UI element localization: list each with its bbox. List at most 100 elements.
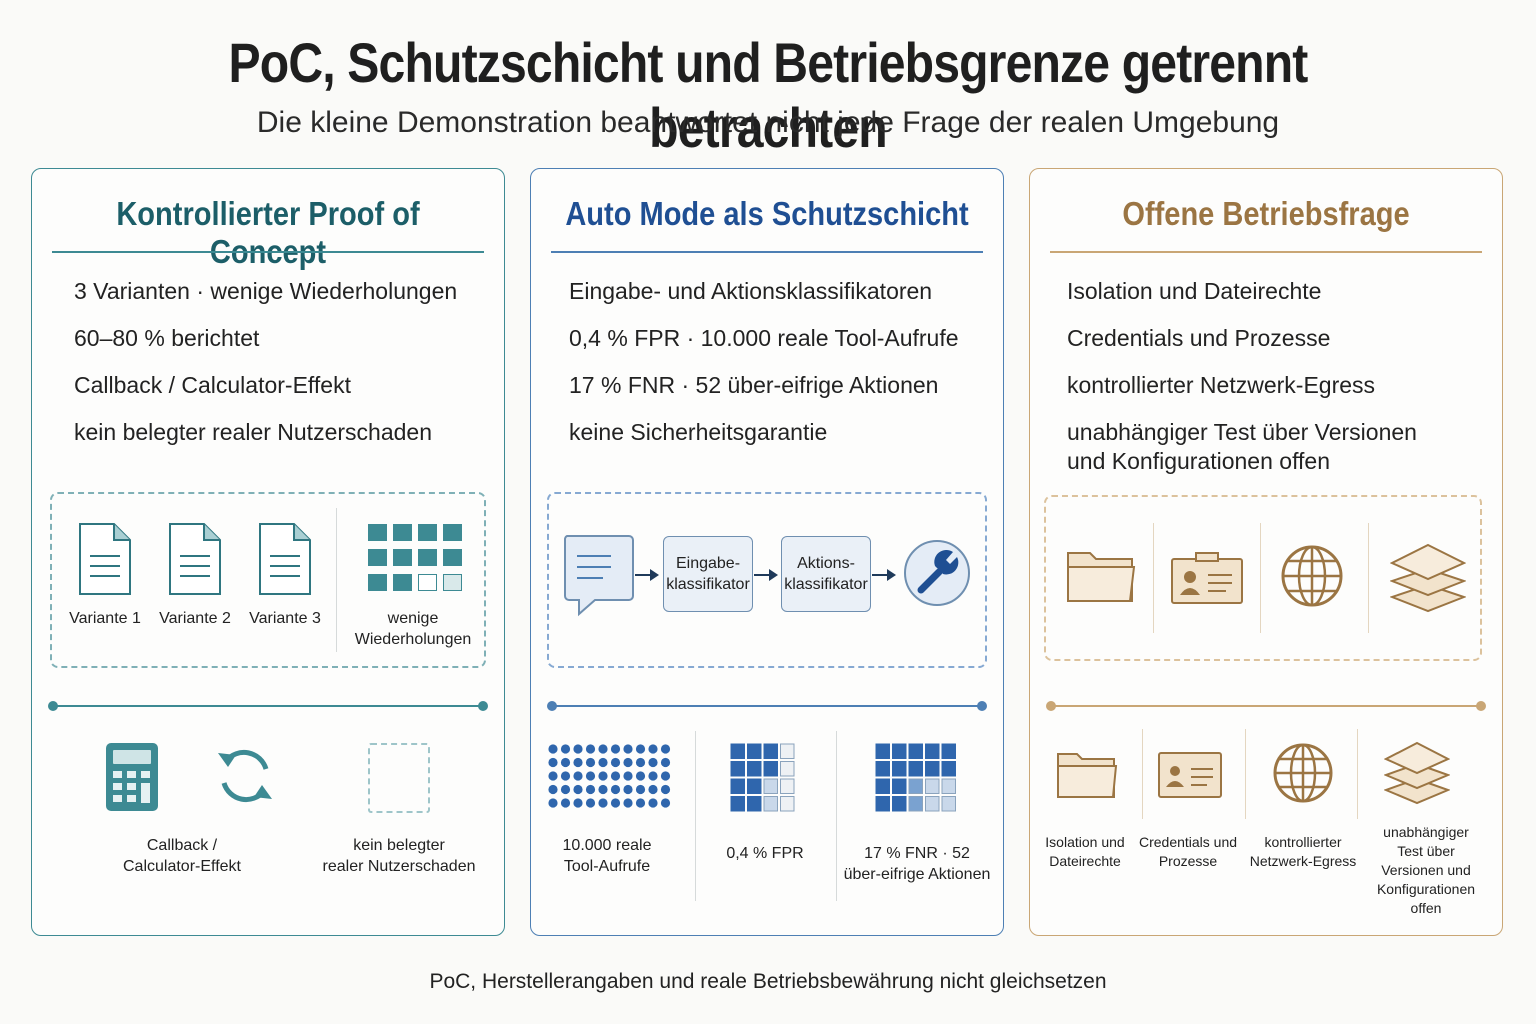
globe-icon bbox=[1281, 545, 1343, 607]
bullet-list: 3 Varianten · wenige Wiederholungen 60–8… bbox=[74, 275, 494, 463]
bullet-list: Isolation und Dateirechte Credentials un… bbox=[1067, 275, 1487, 492]
dot-mark bbox=[610, 744, 621, 754]
dot-mark bbox=[610, 798, 621, 808]
label-line: klassifikator bbox=[784, 576, 868, 593]
refresh-icon bbox=[218, 749, 272, 803]
dot-mark bbox=[548, 784, 558, 795]
label-line: Prozesse bbox=[1158, 853, 1218, 869]
dot-mark bbox=[610, 784, 621, 795]
fpr-label: 0,4 % FPR bbox=[726, 845, 804, 862]
action-classifier-box: Aktions- klassifikator bbox=[781, 536, 871, 612]
dot-mark bbox=[585, 798, 596, 808]
dot-matrix-icon bbox=[548, 744, 671, 808]
globe-icon bbox=[1273, 743, 1333, 803]
dot-divider bbox=[48, 701, 488, 711]
dot-mark bbox=[585, 784, 596, 795]
dot-mark bbox=[660, 784, 671, 795]
document-icon bbox=[79, 523, 131, 595]
variant-label: Variante 2 bbox=[159, 610, 231, 627]
divider bbox=[1368, 523, 1369, 633]
label-line: kein belegter bbox=[353, 837, 445, 854]
label-line: Credentials und bbox=[1138, 834, 1238, 850]
grid-cell bbox=[925, 761, 940, 777]
grid-cell bbox=[941, 796, 956, 812]
page-title: PoC, Schutzschicht und Betriebsgrenze ge… bbox=[228, 31, 1309, 159]
flow-arrow bbox=[754, 569, 778, 581]
dot-mark bbox=[623, 757, 633, 768]
dot-mark bbox=[560, 771, 571, 781]
grid-cell bbox=[730, 743, 745, 759]
bullet-item: keine Sicherheitsgarantie bbox=[569, 419, 828, 445]
dot-mark bbox=[610, 757, 621, 768]
dot-mark bbox=[623, 798, 633, 808]
dot-mark bbox=[548, 771, 558, 781]
grid-cell bbox=[747, 743, 762, 759]
grid-cell bbox=[941, 761, 956, 777]
grid-cell bbox=[730, 796, 745, 812]
flow-arrow bbox=[872, 569, 896, 581]
dot-mark bbox=[598, 744, 608, 754]
grid-cell bbox=[908, 796, 923, 812]
fnr-label: 17 % FNR · 52 über-eifrige Aktionen bbox=[837, 843, 997, 885]
bullet-item: Isolation und Dateirechte bbox=[1067, 278, 1322, 304]
grid-cell bbox=[763, 778, 778, 794]
grid-cell bbox=[875, 796, 890, 812]
grid-cell bbox=[780, 743, 795, 759]
dot-mark bbox=[635, 798, 646, 808]
bullet-item: 17 % FNR · 52 über-eifrige Aktionen bbox=[569, 372, 939, 398]
dot-mark bbox=[573, 771, 583, 781]
title-divider bbox=[52, 251, 484, 253]
label-line: Calculator-Effekt bbox=[123, 858, 241, 875]
dot-mark bbox=[635, 784, 646, 795]
folder-icon bbox=[1067, 552, 1136, 602]
dot-mark bbox=[585, 757, 596, 768]
label-line: unabhängiger bbox=[1383, 824, 1469, 840]
dot-mark bbox=[573, 784, 583, 795]
grid-cell bbox=[780, 778, 795, 794]
divider bbox=[1357, 729, 1358, 819]
panel-auto-mode: Auto Mode als Schutzschicht Eingabe- und… bbox=[530, 168, 1004, 936]
id-card-icon bbox=[1158, 752, 1222, 798]
grid-cell bbox=[875, 743, 890, 759]
dot-mark bbox=[648, 784, 658, 795]
dot-mark bbox=[573, 757, 583, 768]
grid-cell bbox=[747, 778, 762, 794]
dot-mark bbox=[598, 771, 608, 781]
label-line: Isolation und bbox=[1045, 834, 1125, 850]
grid-cell bbox=[908, 778, 923, 794]
callback-label: Callback / Calculator-Effekt bbox=[102, 835, 262, 877]
calculator-icon bbox=[106, 743, 158, 811]
dot-divider bbox=[1046, 701, 1486, 711]
dot-mark bbox=[560, 757, 571, 768]
harm-label: kein belegter realer Nutzerschaden bbox=[314, 835, 484, 877]
folder-icon bbox=[1057, 753, 1118, 798]
grid-cell bbox=[875, 761, 890, 777]
label-line: 17 % FNR · 52 bbox=[864, 845, 970, 862]
label-line: 10.000 reale bbox=[562, 837, 652, 854]
label-line: Dateirechte bbox=[1049, 853, 1121, 869]
grid-cell bbox=[925, 796, 940, 812]
operations-icons-box bbox=[1044, 495, 1482, 661]
grid-cell bbox=[747, 761, 762, 777]
bullet-item: 3 Varianten · wenige Wiederholungen bbox=[74, 278, 458, 304]
title-divider bbox=[1050, 251, 1482, 253]
layers-icon bbox=[1384, 741, 1450, 805]
dot-mark bbox=[548, 744, 558, 754]
bullet-item: unabhängiger Test über Versionen bbox=[1067, 419, 1417, 445]
dot-mark bbox=[660, 771, 671, 781]
independent-test-label: unabhängiger Test über Versionen und Kon… bbox=[1366, 823, 1486, 918]
label-line: realer Nutzerschaden bbox=[322, 858, 476, 875]
layers-icon bbox=[1390, 543, 1466, 613]
empty-placeholder-icon bbox=[368, 743, 430, 813]
label-line: Versionen und bbox=[1381, 862, 1471, 878]
panel-title: Kontrollierter Proof of Concept bbox=[116, 195, 420, 270]
dot-mark bbox=[573, 744, 583, 754]
bullet-item: Callback / Calculator-Effekt bbox=[74, 372, 351, 398]
grid-cell bbox=[908, 761, 923, 777]
bullet-item: 0,4 % FPR · 10.000 reale Tool-Aufrufe bbox=[569, 325, 959, 351]
label-line: Aktions- bbox=[797, 555, 855, 572]
variants-box: Variante 1 Variante 2 Variante 3 wenige … bbox=[50, 492, 486, 668]
panel-title: Auto Mode als Schutzschicht bbox=[565, 195, 969, 232]
label-line: Callback / bbox=[146, 837, 218, 854]
grid-cell bbox=[763, 743, 778, 759]
